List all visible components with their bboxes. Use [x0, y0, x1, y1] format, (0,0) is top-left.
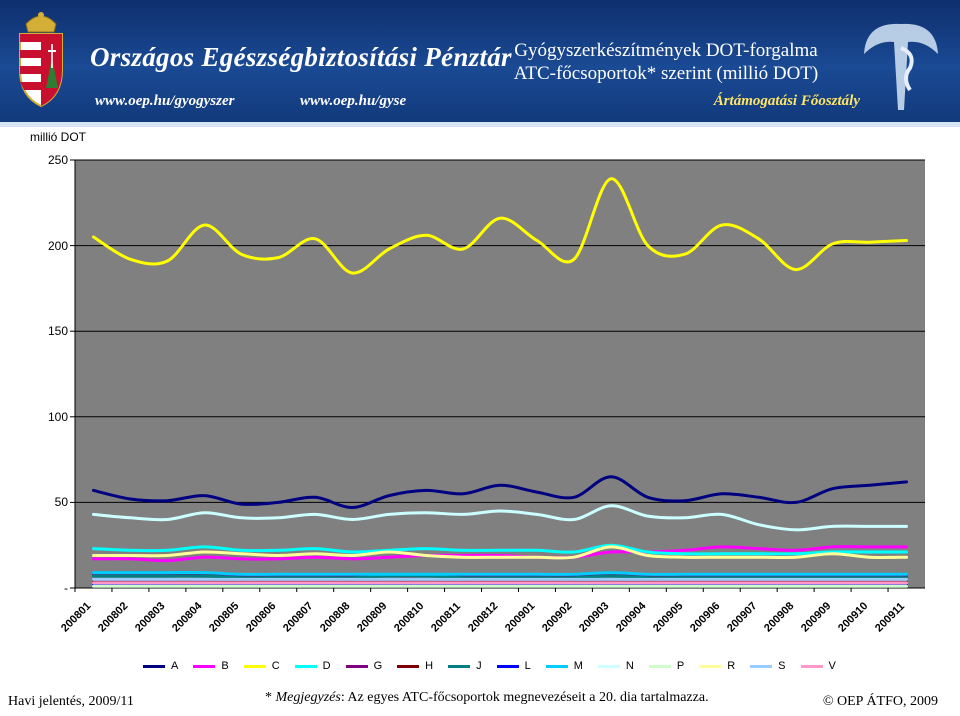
series-line-D	[92, 543, 908, 556]
legend-item-P: P	[648, 660, 685, 672]
legend-item-M: M	[545, 660, 583, 672]
footnote-star: *	[265, 690, 276, 705]
legend-swatch	[243, 664, 266, 668]
header-stripe	[0, 122, 960, 127]
legend-label: J	[476, 660, 482, 672]
footnote: * Megjegyzés: Az egyes ATC-főcsoportok m…	[265, 690, 709, 706]
header-banner: Országos Egészségbiztosítási Pénztár www…	[0, 0, 960, 122]
oep-emblem-icon	[864, 23, 938, 110]
series-line-J	[92, 574, 908, 580]
footnote-label: Megjegyzés	[275, 690, 341, 705]
series-line-C	[92, 177, 908, 275]
legend-label: L	[524, 660, 531, 672]
legend-item-B: B	[193, 660, 229, 672]
legend-swatch	[496, 664, 519, 668]
legend-swatch	[345, 664, 368, 668]
y-tick-label: 100	[47, 409, 68, 424]
y-tick-label: -	[64, 581, 68, 595]
legend-swatch	[294, 664, 317, 668]
coat-of-arms-icon	[19, 12, 63, 108]
legend-item-D: D	[294, 660, 331, 672]
url-gyse-link[interactable]: www.oep.hu/gyse	[300, 93, 407, 109]
legend-label: H	[425, 660, 434, 672]
legend-label: B	[221, 660, 229, 672]
legend-swatch	[397, 664, 420, 668]
legend-label: G	[373, 660, 383, 672]
series-line-A	[92, 475, 908, 510]
legend-item-S: S	[750, 660, 786, 672]
legend-swatch	[648, 664, 671, 668]
y-tick-label: 200	[47, 238, 68, 253]
legend-item-V: V	[800, 660, 836, 672]
footnote-text: : Az egyes ATC-főcsoportok megnevezéseit…	[340, 690, 709, 705]
series-line-B	[92, 545, 908, 563]
legend-swatch	[800, 664, 823, 668]
y-tick-label: 50	[54, 495, 68, 510]
y-tick-label: 150	[47, 324, 68, 339]
report-label: Havi jelentés, 2009/11	[8, 694, 134, 709]
series-line-N	[92, 504, 908, 532]
legend-label: V	[828, 660, 836, 672]
legend-item-C: C	[243, 660, 280, 672]
legend-label: A	[171, 660, 179, 672]
legend-swatch	[448, 664, 471, 668]
legend-label: S	[778, 660, 786, 672]
url-gyogyszer-link[interactable]: www.oep.hu/gyogyszer	[95, 93, 235, 109]
series-line-R	[92, 545, 908, 560]
legend-label: R	[727, 660, 736, 672]
legend-label: N	[625, 660, 634, 672]
legend-item-H: H	[397, 660, 433, 672]
legend-swatch	[699, 664, 722, 668]
legend-swatch	[597, 664, 620, 668]
legend-item-L: L	[496, 660, 531, 672]
copyright: © OEP ÁTFO, 2009	[822, 694, 938, 709]
legend-label: C	[271, 660, 280, 672]
legend-item-A: A	[143, 660, 178, 672]
legend-item-J: J	[448, 660, 482, 672]
legend-item-G: G	[345, 660, 383, 672]
series-line-G	[92, 572, 908, 578]
legend-swatch	[143, 664, 165, 668]
legend-label: M	[573, 660, 583, 672]
slide-title-line1: Gyógyszerkészítmények DOT-forgalma	[514, 40, 818, 61]
organization-name: Országos Egészségbiztosítási Pénztár	[90, 42, 512, 72]
legend-label: D	[322, 660, 331, 672]
legend-item-R: R	[699, 660, 735, 672]
y-tick-label: 250	[47, 153, 68, 167]
legend-swatch	[750, 664, 773, 668]
department-name: Ártámogatási Főosztály	[713, 93, 860, 109]
series-line-M	[92, 570, 908, 576]
y-axis-label: millió DOT	[30, 130, 86, 144]
legend-swatch	[193, 664, 216, 668]
legend-label: P	[676, 660, 685, 672]
slide-title-line2: ATC-főcsoportok* szerint (millió DOT)	[513, 63, 819, 84]
legend-item-N: N	[597, 660, 634, 672]
legend-swatch	[545, 664, 568, 668]
